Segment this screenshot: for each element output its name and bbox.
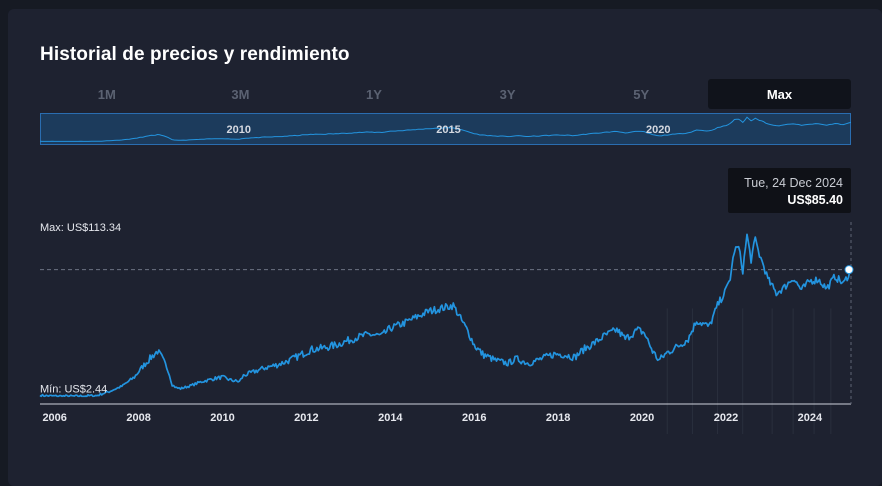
price-chart[interactable]: Max: US$113.34 Mín: US$2.44 2006 2008 2010 20… — [0, 160, 882, 486]
tab-max[interactable]: Max — [707, 79, 851, 109]
page-title: Historial de precios y rendimiento — [40, 44, 350, 65]
tooltip-box — [728, 168, 851, 213]
tooltip-date: Tue, 24 Dec 2024 — [744, 176, 843, 190]
min-label: Mín: US$2.44 — [40, 383, 107, 395]
x-tick-label: 2008 — [126, 412, 150, 424]
x-tick-label: 2014 — [378, 412, 403, 424]
x-tick-label: 2022 — [714, 412, 738, 424]
tab-1m[interactable]: 1M — [97, 86, 116, 102]
max-label: Max: US$113.34 — [40, 222, 121, 234]
x-tick-label: 2018 — [546, 412, 570, 424]
tab-1y[interactable]: 1Y — [366, 86, 382, 102]
price-series-line — [39, 233, 852, 398]
tab-3y[interactable]: 3Y — [499, 86, 516, 102]
price-tooltip: Tue, 24 Dec 2024 US$85.40 — [728, 168, 851, 213]
x-tick-label: 2012 — [294, 412, 318, 424]
navigator-year-label: 2010 — [227, 124, 251, 136]
x-tick-label: 2010 — [210, 412, 234, 424]
x-tick-label: 2006 — [42, 412, 66, 424]
tooltip-value: US$85.40 — [787, 193, 843, 207]
x-tick-label: 2020 — [630, 412, 654, 424]
x-tick-label: 2016 — [462, 412, 486, 424]
navigator-year-label: 2020 — [646, 124, 670, 136]
tab-5y[interactable]: 5Y — [633, 86, 650, 102]
x-tick-label: 2024 — [798, 412, 823, 424]
navigator-year-label: 2015 — [436, 124, 460, 136]
hover-traces — [666, 308, 832, 434]
range-tabs: 1M 3M 1Y 3Y 5Y Max — [40, 79, 851, 109]
tab-3m[interactable]: 3M — [231, 86, 250, 102]
range-navigator[interactable]: 2010 2015 2020 — [40, 113, 851, 145]
current-point-marker[interactable] — [844, 265, 854, 275]
navigator-series-line — [40, 116, 851, 142]
